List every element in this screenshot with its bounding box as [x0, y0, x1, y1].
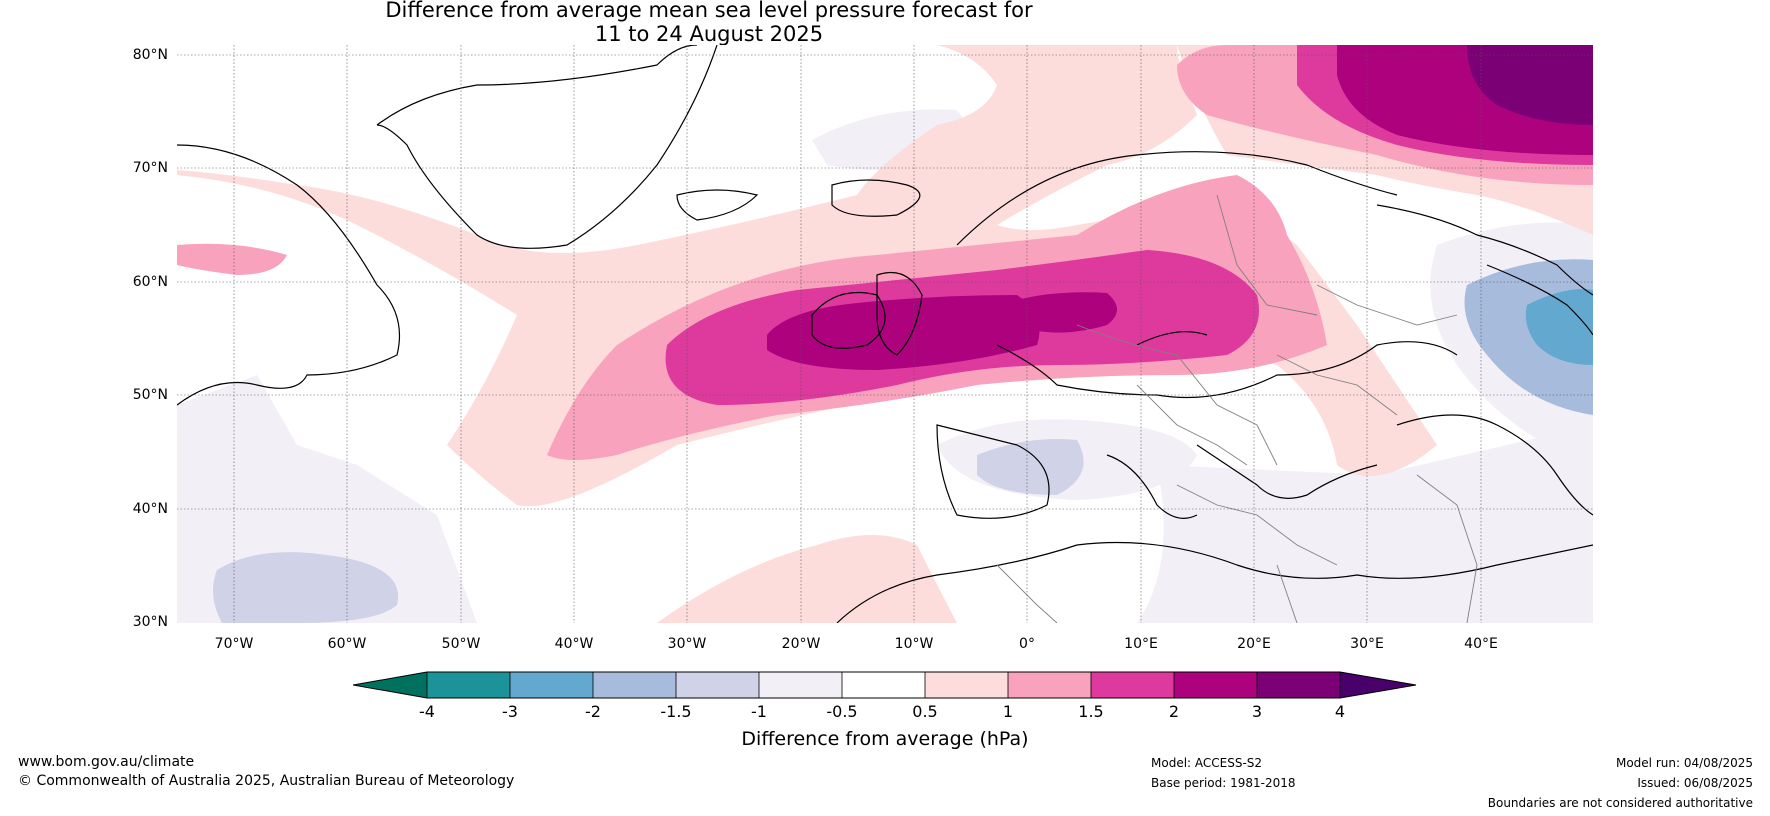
- lat-label-70n: 70°N: [132, 160, 168, 176]
- lon-label-30w: 30°W: [667, 636, 707, 652]
- lon-label-60w: 60°W: [327, 636, 367, 652]
- colorbar-tick: 3: [1251, 702, 1263, 721]
- colorbar-tick: -2: [585, 702, 601, 721]
- footer-copyright: © Commonwealth of Australia 2025, Austra…: [18, 773, 515, 789]
- lat-label-30n: 30°N: [132, 614, 168, 630]
- lon-label-40e: 40°E: [1464, 636, 1498, 652]
- colorbar-tick: 1.5: [1078, 702, 1104, 721]
- lat-label-80n: 80°N: [132, 47, 168, 63]
- colorbar-segment-p3-4: [1257, 672, 1340, 698]
- anomaly-zone-pos-moderate-labrador: [177, 243, 287, 275]
- colorbar-segment-m1-m05: [759, 672, 842, 698]
- colorbar-segment-above-max: [1340, 672, 1416, 698]
- lat-label-50n: 50°N: [132, 387, 168, 403]
- colorbar-segment-p1-15: [1008, 672, 1091, 698]
- colorbar-label: Difference from average (hPa): [741, 728, 1029, 750]
- anomaly-zone-neg-weak-mediterranean: [1137, 425, 1593, 623]
- footer-url: www.bom.gov.au/climate: [18, 754, 195, 770]
- anomaly-zone-neg-strong-east: [1525, 289, 1593, 365]
- colorbar-tick: -3: [502, 702, 518, 721]
- colorbar-tick: 2: [1168, 702, 1180, 721]
- map-title: Difference from average mean sea level p…: [0, 0, 1418, 46]
- colorbar-segment-p05-1: [925, 672, 1008, 698]
- colorbar-segment-m3-m2: [510, 672, 593, 698]
- anomaly-zone-pos-very-strong-uk: [767, 295, 1040, 370]
- lat-label-40n: 40°N: [132, 501, 168, 517]
- colorbar-segment-p2-3: [1174, 672, 1257, 698]
- lon-label-20e: 20°E: [1237, 636, 1271, 652]
- colorbar-tick: 1: [1002, 702, 1014, 721]
- lon-label-20w: 20°W: [781, 636, 821, 652]
- colorbar-segment-m05-05: [842, 672, 925, 698]
- colorbar-tick: -1.5: [660, 702, 692, 721]
- footer-boundaries-note: Boundaries are not considered authoritat…: [1487, 796, 1753, 810]
- lon-label-30e: 30°E: [1350, 636, 1384, 652]
- lon-label-0: 0°: [1019, 636, 1035, 652]
- colorbar: [352, 671, 1417, 703]
- colorbar-segment-m15-m1: [676, 672, 759, 698]
- lon-label-40w: 40°W: [554, 636, 594, 652]
- title-line-1: Difference from average mean sea level p…: [385, 0, 1033, 22]
- lat-label-60n: 60°N: [132, 274, 168, 290]
- gridlines: [177, 45, 1593, 623]
- lon-label-10e: 10°E: [1124, 636, 1158, 652]
- title-line-2: 11 to 24 August 2025: [594, 22, 824, 46]
- footer-base-period: Base period: 1981-2018: [1151, 776, 1296, 790]
- footer-model-run: Model run: 04/08/2025: [1615, 756, 1753, 770]
- anomaly-zone-neg-moderate-iberia: [977, 439, 1084, 495]
- lon-label-70w: 70°W: [214, 636, 254, 652]
- colorbar-segment-m2-m15: [593, 672, 676, 698]
- colorbar-tick: -0.5: [826, 702, 858, 721]
- footer-issued: Issued: 06/08/2025: [1637, 776, 1753, 790]
- lon-label-10w: 10°W: [894, 636, 934, 652]
- anomaly-zone-pos-weak-morocco: [657, 535, 957, 623]
- colorbar-tick: 4: [1334, 702, 1346, 721]
- coastlines: [177, 45, 1593, 623]
- colorbar-segment-p15-2: [1091, 672, 1174, 698]
- anomaly-zone-pos-extreme-arctic: [1467, 45, 1593, 125]
- anomaly-zone-pos-very-strong-north-sea: [1016, 292, 1117, 333]
- colorbar-tick: -1: [751, 702, 767, 721]
- pressure-anomaly-map: [177, 45, 1593, 623]
- country-borders: [996, 194, 1478, 623]
- colorbar-tick: -4: [419, 702, 435, 721]
- colorbar-segment-m4-m3: [427, 672, 510, 698]
- colorbar-tick: 0.5: [912, 702, 938, 721]
- lon-label-50w: 50°W: [441, 636, 481, 652]
- footer-model: Model: ACCESS-S2: [1151, 756, 1263, 770]
- colorbar-segment-below-min: [353, 672, 427, 698]
- anomaly-zone-neg-moderate-southwest: [213, 552, 399, 623]
